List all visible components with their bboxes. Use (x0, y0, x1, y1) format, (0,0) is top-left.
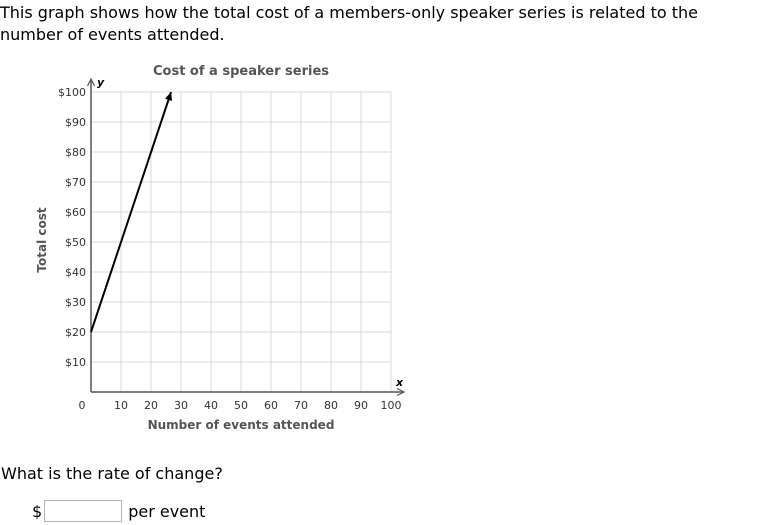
x-tick-label: 90 (354, 399, 368, 412)
y-tick-label: $90 (65, 116, 86, 129)
y-tick-label: $70 (65, 176, 86, 189)
x-tick-label: 10 (114, 399, 128, 412)
y-tick-label: $50 (65, 236, 86, 249)
x-tick-label: 20 (144, 399, 158, 412)
y-tick-label: $80 (65, 146, 86, 159)
x-tick-label: 40 (204, 399, 218, 412)
series-arrowhead (165, 92, 172, 101)
x-tick-label: 60 (264, 399, 278, 412)
y-tick-label: $40 (65, 266, 86, 279)
y-axis-variable: y (97, 76, 105, 89)
x-tick-label: 50 (234, 399, 248, 412)
line-chart: 10 20 30 40 50 60 70 80 90 100 $10 $20 $30 $40 $50 $60 $… (35, 64, 406, 432)
series-line (90, 91, 173, 333)
grid-lines (91, 91, 392, 392)
y-axis-title: Total cost (35, 207, 49, 272)
y-axis-arrow (86, 77, 96, 87)
y-tick-label: $100 (58, 86, 86, 99)
y-tick-label: $20 (65, 326, 86, 339)
problem-prompt: This graph shows how the total cost of a… (0, 3, 698, 44)
x-tick-label: 30 (174, 399, 188, 412)
x-axis-arrow (396, 387, 406, 397)
x-axis-variable: x (395, 376, 404, 389)
y-tick-label: $60 (65, 206, 86, 219)
chart-title: Cost of a speaker series (153, 64, 329, 79)
y-tick-label: $30 (65, 296, 86, 309)
data-series (90, 91, 173, 333)
answer-row: $ per event (32, 499, 205, 523)
x-tick-label: 80 (324, 399, 338, 412)
rate-of-change-input[interactable] (44, 500, 123, 522)
x-axis-title: Number of events attended (148, 418, 335, 432)
question-text: What is the rate of change? (1, 464, 223, 483)
x-tick-label: 100 (381, 399, 402, 412)
unit-label: per event (128, 501, 206, 521)
dollar-sign: $ (32, 501, 43, 521)
x-tick-label: 70 (294, 399, 308, 412)
axes (86, 77, 406, 397)
y-tick-label: $10 (65, 356, 86, 369)
origin-label: 0 (79, 399, 86, 412)
tick-labels: 10 20 30 40 50 60 70 80 90 100 $10 $20 $30 $40 $50 $60 $… (58, 86, 402, 412)
